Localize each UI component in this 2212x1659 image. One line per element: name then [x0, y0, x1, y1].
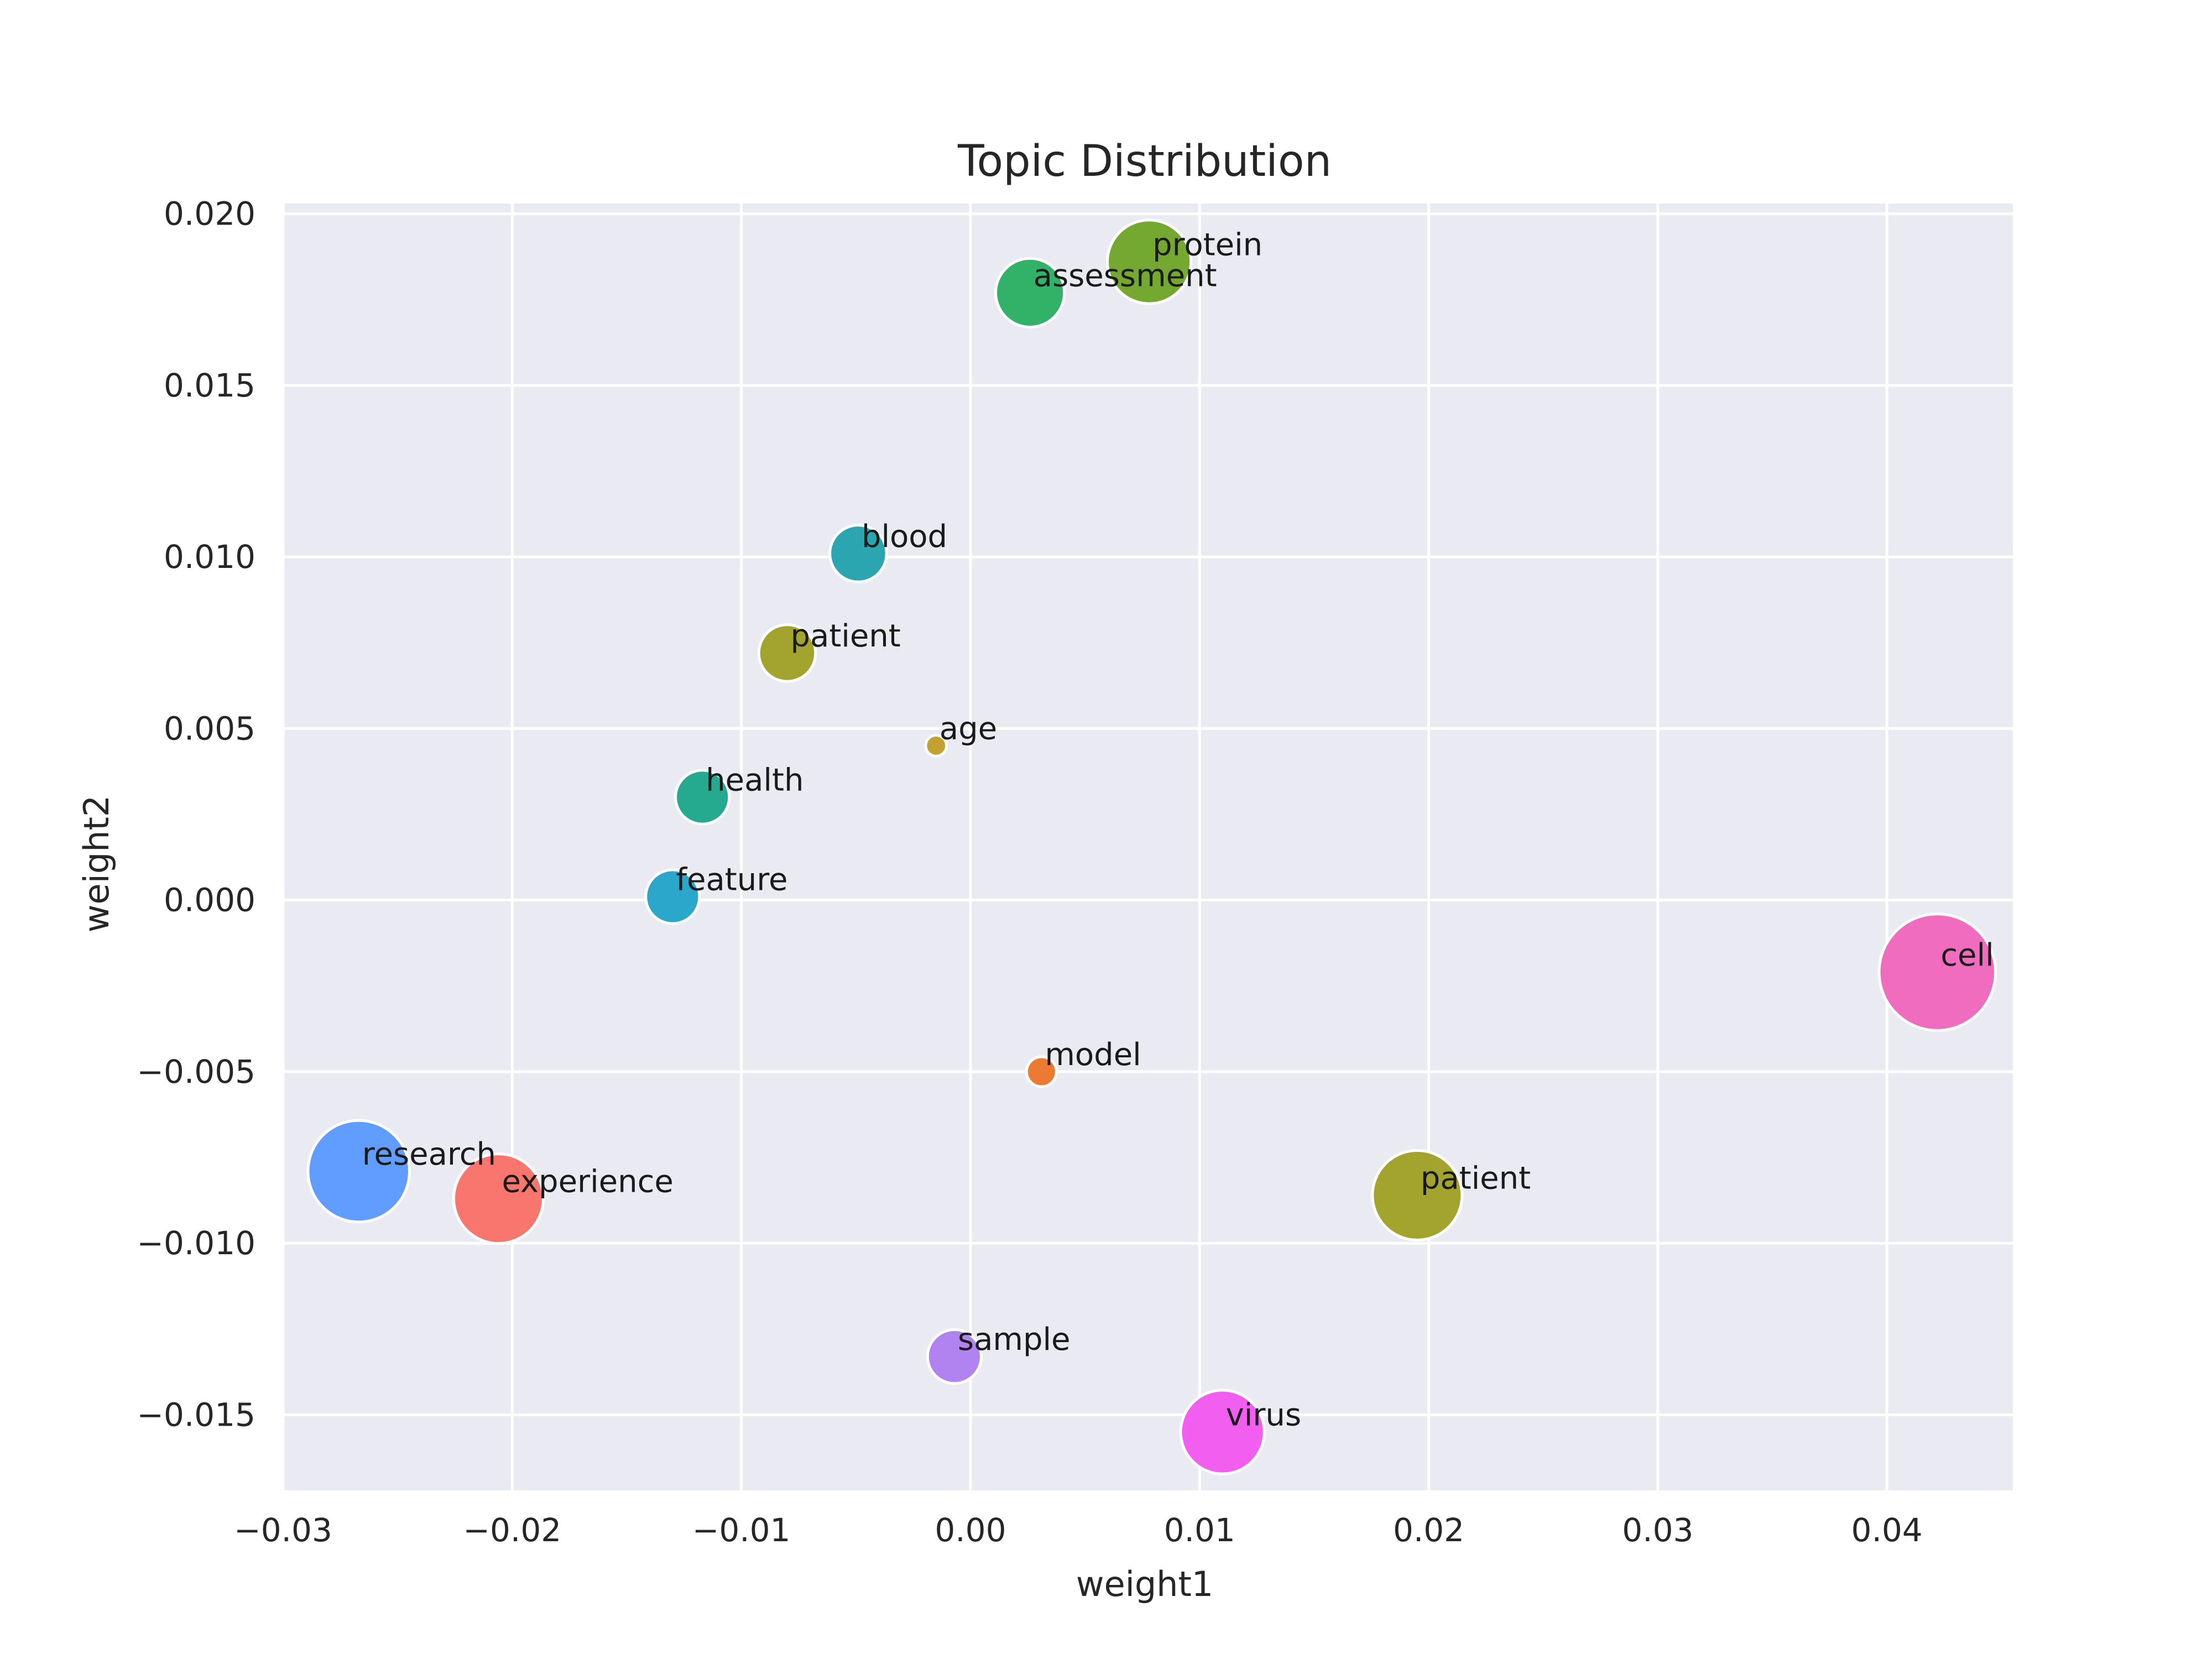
- y-tick-label: −0.010: [137, 1224, 255, 1262]
- x-tick-label: −0.02: [463, 1511, 561, 1549]
- y-tick-label: −0.005: [137, 1053, 255, 1091]
- point-label: sample: [958, 1322, 1071, 1358]
- y-tick-label: 0.015: [164, 367, 255, 404]
- grid: [281, 204, 2013, 1490]
- plot-area: [283, 204, 2013, 1490]
- bubble-point: [757, 623, 817, 683]
- point-label: patient: [790, 618, 900, 654]
- bubble-point: [1179, 1389, 1266, 1475]
- x-tick-label: 0.00: [935, 1511, 1006, 1549]
- bubble-point: [1105, 218, 1193, 305]
- y-axis-label: weight2: [76, 795, 117, 932]
- point-label: patient: [1421, 1160, 1531, 1196]
- point-label: blood: [862, 519, 947, 555]
- point-label: research: [362, 1136, 496, 1172]
- point-label: feature: [676, 862, 787, 898]
- point-label: assessment: [1034, 258, 1217, 294]
- point-label: model: [1045, 1037, 1141, 1073]
- bubble-series: [306, 218, 1997, 1475]
- bubble-point: [644, 868, 701, 925]
- tick-labels: −0.03 −0.02 −0.01 0.00 0.01 0.02 0.03 0.04 −0.01…: [137, 195, 1922, 1549]
- bubble-point: [924, 734, 948, 758]
- x-tick-label: 0.04: [1851, 1511, 1923, 1549]
- bubble-point: [306, 1119, 411, 1224]
- bubble-point: [1877, 912, 1997, 1032]
- y-tick-label: 0.005: [164, 709, 255, 747]
- x-tick-label: −0.03: [234, 1511, 332, 1549]
- y-tick-label: 0.000: [164, 881, 255, 919]
- bubble-point: [1025, 1055, 1058, 1088]
- y-tick-label: 0.020: [164, 195, 255, 233]
- bubble-point: [1371, 1149, 1464, 1241]
- x-tick-label: 0.01: [1164, 1511, 1235, 1549]
- bubble-point: [452, 1152, 545, 1245]
- bubble-point: [828, 524, 888, 583]
- x-tick-label: 0.02: [1393, 1511, 1464, 1549]
- bubble-point: [674, 769, 731, 826]
- bubble-point: [926, 1328, 983, 1385]
- point-label: experience: [502, 1164, 673, 1200]
- y-tick-label: 0.010: [164, 538, 255, 576]
- point-label: virus: [1226, 1397, 1301, 1433]
- x-tick-label: −0.01: [692, 1511, 791, 1549]
- point-label: cell: [1940, 937, 1994, 973]
- x-tick-label: 0.03: [1622, 1511, 1693, 1549]
- point-label: protein: [1152, 227, 1262, 263]
- y-tick-label: −0.015: [137, 1396, 255, 1433]
- bubble-point: [994, 257, 1066, 328]
- chart-title: Topic Distribution: [957, 137, 1332, 186]
- x-axis-label: weight1: [1076, 1564, 1213, 1604]
- point-label: health: [706, 763, 804, 799]
- point-label: age: [940, 711, 997, 747]
